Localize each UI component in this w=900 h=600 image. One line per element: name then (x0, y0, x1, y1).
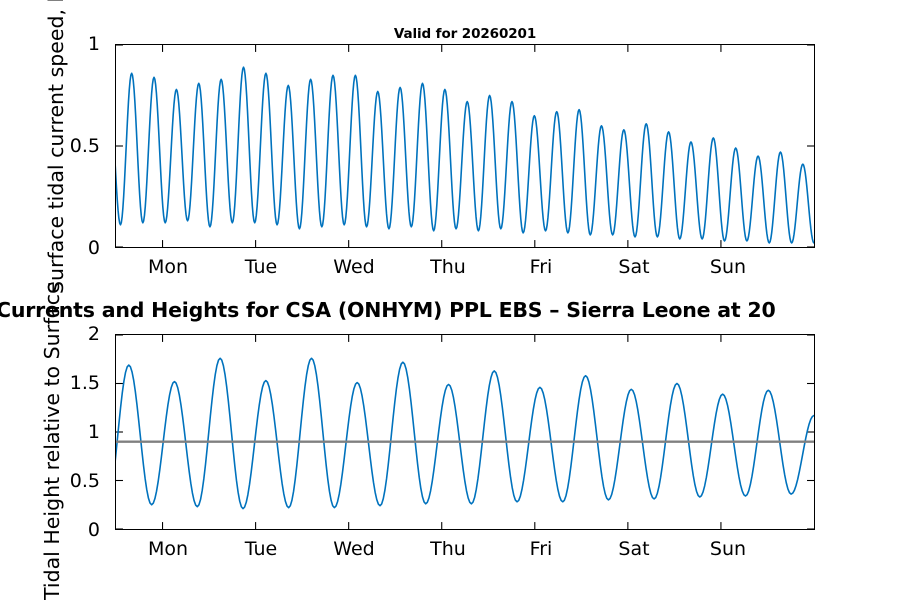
current-speed-plot-area (116, 45, 814, 247)
axes-tidal-height (115, 334, 815, 530)
x-tick-current-tue: Tue (244, 256, 278, 278)
figure-main-title: Currents and Heights for CSA (ONHYM) PPL… (0, 298, 776, 322)
x-tick-current-sat: Sat (618, 256, 650, 278)
y-tick-height-2: 1 (87, 421, 100, 443)
y-tick-current-2: 1 (87, 33, 100, 55)
x-tick-current-thu: Thu (430, 256, 466, 278)
x-tick-height-thu: Thu (430, 538, 466, 560)
x-tick-height-fri: Fri (529, 538, 553, 560)
x-tick-height-sun: Sun (709, 538, 747, 560)
subplot-title-current-speed: Valid for 20260201 (393, 26, 537, 42)
x-tick-current-mon: Mon (147, 256, 189, 278)
x-tick-height-sat: Sat (618, 538, 650, 560)
x-tick-current-wed: Wed (333, 256, 375, 278)
y-tick-height-0: 0 (87, 519, 100, 541)
y-tick-height-4: 2 (87, 323, 100, 345)
y-tick-height-3: 1.5 (69, 372, 100, 394)
x-tick-height-tue: Tue (244, 538, 278, 560)
x-tick-current-sun: Sun (709, 256, 747, 278)
y-tick-current-0: 0 (87, 237, 100, 259)
y-tick-height-1: 0.5 (69, 470, 100, 492)
x-tick-current-fri: Fri (529, 256, 553, 278)
tidal-height-plot-area (116, 335, 814, 529)
x-tick-height-mon: Mon (147, 538, 189, 560)
x-tick-height-wed: Wed (333, 538, 375, 560)
y-tick-current-1: 0.5 (69, 135, 100, 157)
axes-current-speed (115, 44, 815, 248)
